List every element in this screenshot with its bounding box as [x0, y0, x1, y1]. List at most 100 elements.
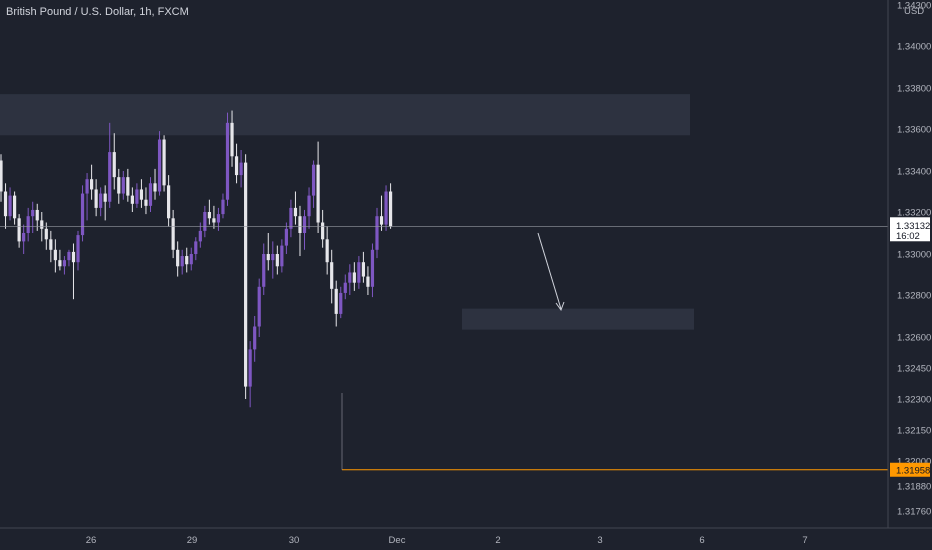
zone-rect[interactable]: [0, 94, 690, 136]
candle-body: [157, 139, 162, 192]
time-tick-label: 3: [597, 535, 602, 546]
candle-body: [162, 139, 166, 186]
candle-body: [203, 212, 207, 231]
price-tick-label: 1.34300: [897, 1, 931, 12]
candle-body: [58, 260, 62, 267]
candle-body: [316, 164, 320, 223]
candle-body: [26, 216, 30, 233]
candle-body: [121, 177, 125, 194]
price-axis-panel[interactable]: [888, 0, 932, 528]
bar-countdown: 16:02: [896, 231, 920, 242]
time-tick-label: 6: [699, 535, 704, 546]
candle-body: [94, 189, 98, 208]
candle-body: [248, 349, 252, 387]
candle-body: [321, 222, 325, 240]
candle-body: [62, 260, 67, 267]
level-price-value: 1.31958: [896, 465, 930, 476]
candle-body: [239, 162, 243, 176]
candle-body: [207, 212, 211, 219]
current-price-value: 1.33132: [896, 221, 930, 232]
candle-body: [71, 251, 76, 263]
candle-body: [40, 220, 44, 229]
candle-body: [266, 254, 270, 261]
candle-body: [275, 254, 279, 267]
candle-body: [388, 191, 393, 227]
candle-body: [185, 256, 189, 265]
candle-body: [148, 183, 153, 206]
candle-body: [76, 235, 80, 263]
candle-body: [262, 254, 266, 287]
candle-body: [375, 216, 379, 250]
time-tick-label: 30: [289, 535, 300, 546]
candle-body: [230, 122, 234, 157]
candle-body: [99, 193, 103, 208]
candle-body: [17, 218, 21, 242]
zone-layer: [0, 94, 694, 330]
time-tick-label: Dec: [389, 535, 406, 546]
candle-body: [103, 193, 107, 202]
candle-layer: [0, 110, 393, 408]
candle-body: [153, 183, 157, 192]
candle-body: [49, 239, 53, 250]
candle-body: [221, 199, 225, 215]
candle-body: [22, 233, 26, 242]
candle-body: [225, 122, 230, 200]
price-tick-label: 1.31760: [897, 507, 931, 518]
candle-body: [171, 218, 175, 250]
candle-body: [348, 272, 352, 283]
zone-rect[interactable]: [462, 308, 694, 330]
candle-body: [379, 216, 384, 225]
candle-body: [90, 179, 94, 190]
candle-body: [44, 228, 48, 240]
candle-body: [35, 209, 39, 221]
candle-body: [271, 254, 275, 261]
candle-body: [135, 189, 139, 204]
price-tick-label: 1.32150: [897, 426, 931, 437]
price-tick-label: 1.34000: [897, 42, 931, 53]
candle-body: [53, 249, 57, 261]
candle-body: [117, 177, 121, 194]
candle-body: [167, 185, 171, 219]
candle-body: [334, 288, 338, 314]
candle-body: [108, 152, 112, 202]
candle-body: [0, 160, 3, 192]
price-tick-label: 1.33600: [897, 125, 931, 136]
candle-body: [343, 282, 347, 293]
candle-body: [212, 218, 216, 223]
candle-body: [339, 292, 343, 314]
candle-body: [12, 195, 17, 219]
price-tick-label: 1.33800: [897, 84, 931, 95]
time-tick-label: 7: [802, 535, 807, 546]
time-tick-label: 26: [86, 535, 97, 546]
candle-body: [144, 199, 148, 206]
candle-body: [3, 191, 8, 217]
candle-body: [366, 276, 370, 287]
candle-body: [216, 214, 221, 223]
level-layer: [341, 393, 888, 471]
candle-body: [302, 216, 307, 233]
candle-body: [330, 262, 334, 289]
candle-body: [289, 207, 293, 229]
candle-body: [189, 254, 193, 265]
time-tick-label: 29: [187, 535, 198, 546]
candle-body: [284, 228, 288, 246]
candle-body: [126, 177, 130, 196]
candle-body: [311, 164, 316, 196]
price-axis-labels: 1.34300 1.34000 1.33800 1.33600 1.33400 1.332…: [897, 1, 931, 518]
forecast-arrow[interactable]: [537, 232, 565, 312]
candle-body: [370, 249, 375, 287]
candle-body: [244, 162, 248, 387]
price-tick-label: 1.33400: [897, 167, 931, 178]
candle-body: [293, 207, 298, 217]
candle-body: [198, 230, 202, 242]
candle-body: [180, 256, 184, 267]
chart-title: British Pound / U.S. Dollar, 1h, FXCM: [6, 6, 189, 18]
price-tick-label: 1.32800: [897, 291, 931, 302]
price-tick-label: 1.32300: [897, 395, 931, 406]
candle-body: [234, 156, 239, 176]
candle-body: [257, 286, 261, 327]
candle-body: [361, 262, 365, 277]
